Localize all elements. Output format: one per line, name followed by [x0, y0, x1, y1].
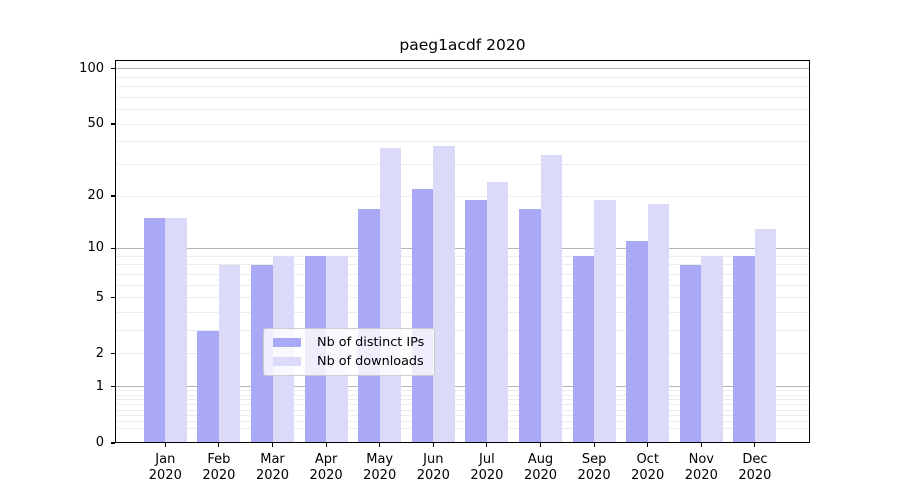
x-tick-mark [271, 443, 274, 447]
y-tick-mark [110, 67, 115, 70]
minor-gridline [115, 427, 810, 429]
minor-gridline [115, 273, 810, 275]
bar-feb-distinct-ips [197, 330, 219, 443]
bar-jun-downloads [433, 145, 455, 443]
bar-nov-downloads [701, 256, 723, 443]
y-tick-label: 100 [79, 60, 104, 76]
minor-gridline [115, 421, 810, 423]
minor-gridline [115, 394, 810, 396]
legend: Nb of distinct IPs Nb of downloads [263, 328, 436, 376]
minor-gridline [115, 390, 810, 392]
minor-gridline [115, 195, 810, 197]
x-tick-label-jul: Jul 2020 [470, 452, 504, 483]
minor-gridline [115, 76, 810, 78]
legend-item-downloads: Nb of downloads [273, 354, 424, 369]
legend-swatch-distinct-ips [273, 337, 301, 348]
bar-aug-downloads [540, 154, 562, 443]
y-tick-label: 0 [95, 435, 104, 450]
bar-oct-downloads [647, 204, 670, 443]
x-tick-label-mar: Mar 2020 [255, 452, 290, 483]
x-tick-mark [325, 443, 327, 447]
chart-title: paeg1acdf 2020 [399, 36, 526, 54]
minor-gridline [115, 415, 810, 417]
minor-gridline [115, 404, 810, 406]
x-tick-mark [754, 443, 756, 447]
y-tick-mark [110, 297, 115, 299]
major-gridline [115, 386, 810, 388]
x-tick-label-nov: Nov 2020 [684, 452, 718, 483]
x-tick-label-jun: Jun 2020 [416, 452, 450, 483]
x-tick-label-feb: Feb 2020 [202, 452, 236, 483]
bar-may-downloads [379, 147, 402, 443]
bar-mar-distinct-ips [251, 264, 273, 443]
y-tick-label: 5 [95, 289, 104, 305]
y-tick-label: 20 [87, 188, 104, 203]
x-tick-mark [647, 443, 649, 447]
x-tick-label-apr: Apr 2020 [309, 452, 343, 483]
bar-dec-distinct-ips [733, 256, 755, 443]
minor-gridline [115, 330, 810, 332]
x-tick-mark [593, 443, 595, 447]
y-tick-label: 50 [87, 116, 104, 132]
x-tick-label-jan: Jan 2020 [148, 452, 182, 483]
minor-gridline [115, 96, 810, 98]
bar-may-distinct-ips [358, 208, 380, 443]
y-tick-mark [110, 386, 115, 388]
bar-nov-distinct-ips [679, 264, 702, 443]
bar-aug-distinct-ips [519, 208, 541, 443]
x-tick-mark [700, 443, 702, 447]
legend-label-downloads: Nb of downloads [317, 354, 424, 369]
legend-item-distinct-ips: Nb of distinct IPs [273, 335, 424, 350]
x-tick-label-aug: Aug 2020 [523, 452, 558, 483]
minor-gridline [115, 123, 810, 125]
bar-jul-distinct-ips [465, 199, 487, 443]
y-tick-label: 2 [95, 345, 104, 361]
minor-gridline [115, 255, 810, 257]
y-tick-mark [110, 442, 115, 444]
minor-gridline [115, 141, 810, 143]
x-tick-label-may: May 2020 [363, 452, 397, 483]
x-tick-mark [218, 443, 220, 447]
bar-dec-downloads [754, 228, 777, 443]
bar-sep-distinct-ips [572, 256, 595, 443]
x-tick-mark [539, 443, 542, 447]
bar-sep-downloads [594, 199, 616, 443]
x-tick-mark [486, 443, 488, 447]
major-gridline [115, 68, 810, 70]
bar-jan-distinct-ips [143, 218, 166, 443]
bar-oct-distinct-ips [626, 241, 648, 443]
minor-gridline [115, 297, 810, 299]
legend-label-distinct-ips: Nb of distinct IPs [317, 335, 425, 350]
minor-gridline [115, 399, 810, 401]
minor-gridline [115, 163, 810, 165]
y-tick-mark [110, 123, 115, 125]
x-tick-mark [164, 443, 166, 447]
y-tick-label: 10 [87, 240, 104, 256]
y-tick-mark [110, 353, 115, 355]
minor-gridline [115, 284, 810, 286]
minor-gridline [115, 409, 810, 411]
minor-gridline [115, 353, 810, 355]
minor-gridline [115, 264, 810, 266]
minor-gridline [115, 109, 810, 110]
legend-swatch-downloads [273, 356, 301, 367]
x-tick-label-oct: Oct 2020 [631, 452, 665, 483]
x-tick-mark [379, 443, 381, 447]
bar-feb-downloads [218, 264, 241, 443]
x-tick-label-sep: Sep 2020 [577, 452, 611, 483]
major-gridline [115, 247, 810, 249]
y-tick-mark [110, 195, 115, 197]
bar-jan-downloads [165, 218, 187, 443]
minor-gridline [115, 85, 810, 87]
y-tick-label: 1 [95, 378, 104, 394]
bar-jun-distinct-ips [411, 188, 434, 443]
x-tick-mark [432, 443, 434, 447]
y-tick-mark [110, 247, 115, 250]
plot-area [115, 60, 810, 443]
minor-gridline [115, 311, 810, 313]
bar-jul-downloads [486, 181, 509, 443]
x-tick-label-dec: Dec 2020 [738, 452, 772, 483]
